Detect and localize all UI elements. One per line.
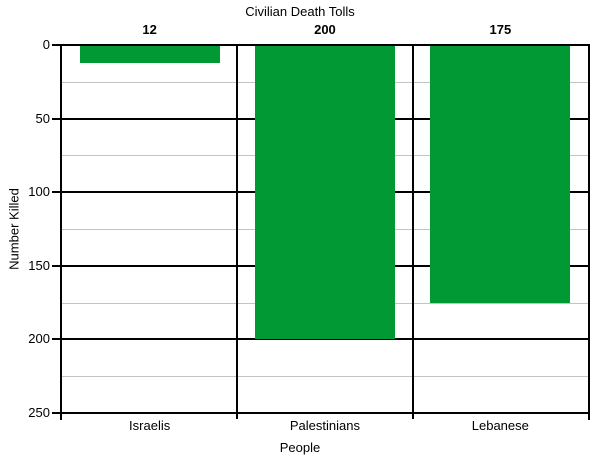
plot-area — [62, 45, 588, 413]
y-gridline-minor — [62, 376, 588, 377]
y-tick-label: 50 — [35, 111, 50, 126]
y-tick-label: 0 — [42, 37, 50, 52]
y-tick-label: 200 — [28, 331, 50, 346]
y-tick — [52, 338, 61, 340]
y-tick-label: 150 — [28, 258, 50, 273]
x-axis-label: People — [279, 440, 321, 455]
y-tick — [52, 191, 61, 193]
bar-value-label: 12 — [142, 22, 157, 37]
panel-divider — [236, 45, 239, 419]
y-tick — [52, 265, 61, 267]
axis-top — [60, 44, 590, 46]
bar-lebanese — [430, 45, 571, 303]
category-label: Israelis — [129, 418, 171, 433]
bar-value-label: 175 — [489, 22, 512, 37]
chart-title: Civilian Death Tolls — [245, 4, 355, 19]
category-label: Palestinians — [289, 418, 360, 433]
axis-left — [60, 44, 62, 420]
y-tick — [52, 118, 61, 120]
category-label: Lebanese — [471, 418, 529, 433]
y-tick — [52, 44, 61, 46]
bar-value-label: 200 — [314, 22, 336, 37]
y-tick-label: 100 — [28, 184, 50, 199]
y-tick-label: 250 — [28, 405, 50, 420]
axis-bottom — [60, 412, 590, 414]
panel-divider — [411, 45, 414, 419]
axis-right — [588, 44, 590, 420]
bar-israelis — [79, 45, 220, 63]
bar-palestinians — [255, 45, 395, 340]
y-tick — [52, 412, 61, 414]
